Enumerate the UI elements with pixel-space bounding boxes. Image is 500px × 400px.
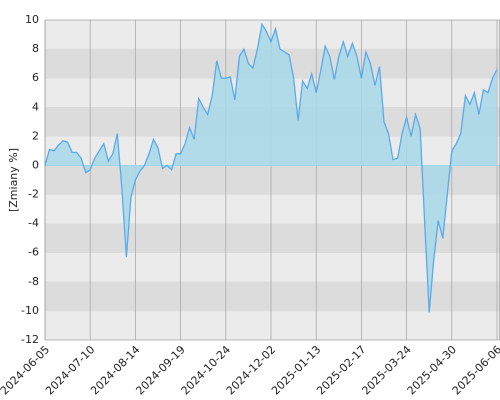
y-tick-label: 6	[32, 71, 39, 84]
y-tick-label: 8	[32, 42, 39, 55]
y-tick-label: -2	[28, 188, 39, 201]
grid-band	[45, 310, 500, 340]
y-tick-label: -10	[21, 304, 39, 317]
y-tick-label: -6	[28, 246, 39, 259]
y-tick-label: 10	[25, 13, 39, 26]
area	[45, 24, 497, 313]
y-tick-label: 4	[32, 100, 39, 113]
grid-band	[45, 223, 500, 253]
y-tick-label: 2	[32, 129, 39, 142]
line	[44, 22, 498, 313]
y-tick-label: -4	[28, 217, 39, 230]
grid-band	[45, 252, 500, 282]
grid-band	[45, 281, 500, 311]
y-tick-label: -8	[28, 275, 39, 288]
y-axis-label: [Zmiany %]	[7, 148, 20, 212]
y-tick-label: -12	[21, 333, 39, 346]
y-tick-label: 0	[32, 158, 39, 171]
